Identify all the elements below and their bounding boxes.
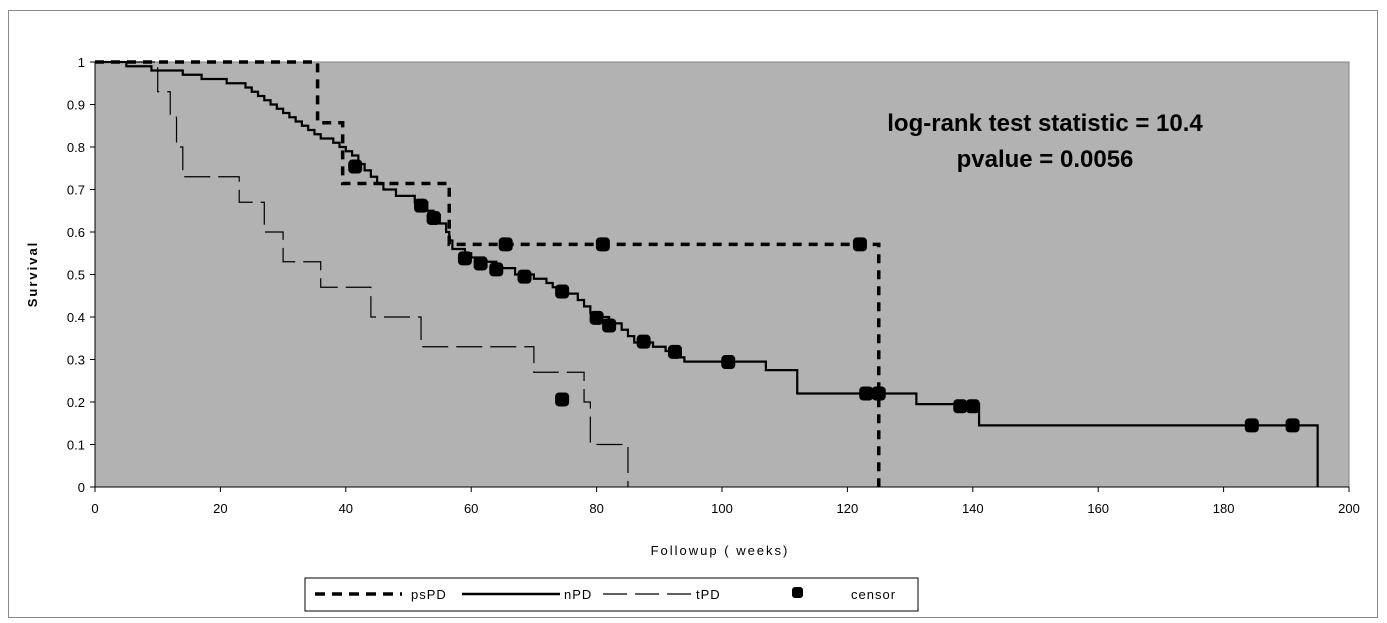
x-tick-label: 120 bbox=[837, 501, 859, 516]
annotation-pvalue: pvalue = 0.0056 bbox=[957, 146, 1134, 173]
censor-marker bbox=[1244, 418, 1259, 433]
series-line-tpd bbox=[95, 61, 629, 487]
x-tick-label: 160 bbox=[1087, 501, 1109, 516]
censor-marker bbox=[721, 355, 736, 370]
legend-swatch-censor bbox=[792, 587, 803, 598]
censor-marker bbox=[859, 386, 874, 401]
censor-marker bbox=[667, 344, 682, 359]
censor-marker bbox=[426, 210, 441, 225]
y-tick-label: 0.3 bbox=[67, 353, 85, 368]
x-tick-label: 20 bbox=[213, 501, 227, 516]
censor-marker bbox=[1285, 418, 1300, 433]
x-tick-label: 140 bbox=[962, 501, 984, 516]
censor-marker bbox=[636, 334, 651, 349]
censor-marker bbox=[595, 237, 610, 252]
censor-marker bbox=[489, 262, 504, 277]
y-tick-label: 0.2 bbox=[67, 395, 85, 410]
y-tick-label: 0.9 bbox=[67, 98, 85, 113]
x-tick-label: 80 bbox=[589, 501, 603, 516]
x-tick-label: 0 bbox=[91, 501, 98, 516]
legend-label-censor: censor bbox=[851, 587, 896, 602]
x-tick-label: 200 bbox=[1338, 501, 1360, 516]
y-tick-label: 0 bbox=[78, 480, 85, 495]
censor-marker bbox=[555, 284, 570, 299]
y-tick-label: 0.6 bbox=[67, 225, 85, 240]
censor-marker bbox=[965, 399, 980, 414]
legend-label-npd: nPD bbox=[564, 587, 592, 602]
legend-label-pspd: psPD bbox=[411, 587, 447, 602]
censor-marker bbox=[871, 386, 886, 401]
x-tick-label: 180 bbox=[1213, 501, 1235, 516]
legend: psPD nPD tPD censor bbox=[304, 577, 919, 612]
x-tick-label: 100 bbox=[711, 501, 733, 516]
censor-marker bbox=[555, 392, 570, 407]
y-axis-label: Survival bbox=[25, 241, 40, 308]
censor-marker bbox=[348, 159, 363, 174]
y-tick-label: 0.8 bbox=[67, 140, 85, 155]
censor-marker bbox=[953, 399, 968, 414]
censor-marker bbox=[852, 237, 867, 252]
y-tick-label: 0.5 bbox=[67, 268, 85, 283]
y-tick-label: 0.4 bbox=[67, 310, 85, 325]
censor-marker bbox=[473, 256, 488, 271]
plot-area bbox=[94, 61, 1350, 488]
censor-marker bbox=[457, 251, 472, 266]
x-axis-label: Followup ( weeks) bbox=[651, 543, 790, 558]
y-tick-label: 0.1 bbox=[67, 438, 85, 453]
series-line-npd bbox=[95, 60, 1319, 487]
censor-marker bbox=[589, 310, 604, 325]
censor-marker bbox=[517, 269, 532, 284]
legend-label-tpd: tPD bbox=[696, 587, 721, 602]
series-line-pspd bbox=[95, 60, 881, 487]
censor-marker bbox=[498, 237, 513, 252]
censor-marker bbox=[414, 198, 429, 213]
y-tick-label: 0.7 bbox=[67, 183, 85, 198]
x-tick-label: 40 bbox=[339, 501, 353, 516]
annotation-logrank: log-rank test statistic = 10.4 bbox=[887, 110, 1203, 137]
x-tick-label: 60 bbox=[464, 501, 478, 516]
y-tick-label: 1 bbox=[78, 55, 85, 70]
censor-marker bbox=[602, 318, 617, 333]
